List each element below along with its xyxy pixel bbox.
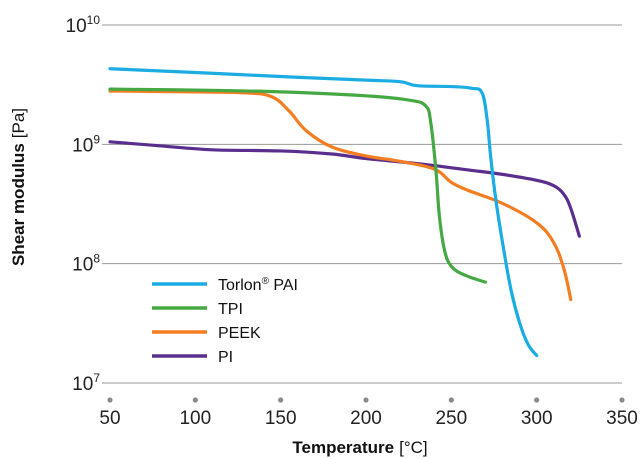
- x-tick-mark: [107, 397, 113, 403]
- y-tick-exponent: 10: [87, 13, 101, 27]
- y-tick-exponent: 8: [93, 252, 100, 266]
- legend-label-torlon: Torlon® PAI: [218, 276, 298, 294]
- y-tick-base: 10: [72, 374, 93, 395]
- y-tick-base: 10: [72, 135, 93, 156]
- y-axis-title-main: Shear modulus: [9, 143, 28, 266]
- x-axis-title: Temperature [°C]: [292, 438, 427, 457]
- x-tick-label: 100: [179, 408, 211, 429]
- x-tick-label: 200: [350, 408, 382, 429]
- legend-label-name: PI: [218, 349, 233, 366]
- x-tick-mark: [448, 397, 454, 403]
- y-tick-label: 1010: [66, 13, 101, 37]
- x-tick-label: 150: [265, 408, 297, 429]
- y-axis-title: Shear modulus [Pa]: [9, 108, 28, 266]
- legend-label-pi: PI: [218, 349, 233, 366]
- x-tick-mark: [619, 397, 625, 403]
- series-line-tpi: [108, 87, 488, 284]
- legend-label-name: TPI: [218, 301, 243, 318]
- legend-label-tpi: TPI: [218, 301, 243, 318]
- y-tick-label: 108: [72, 252, 100, 276]
- y-tick-base: 10: [72, 255, 93, 276]
- y-tick-label: 107: [72, 371, 100, 395]
- legend-label-name: PEEK: [218, 325, 261, 342]
- x-tick-label: 250: [435, 408, 467, 429]
- grid-layer: [102, 24, 622, 384]
- y-tick-exponent: 9: [93, 132, 100, 146]
- legend: Torlon® PAI TPI PEEK PI: [152, 276, 298, 366]
- series-line-pi: [108, 140, 581, 238]
- x-tick-label: 50: [99, 408, 120, 429]
- y-tick-exponent: 7: [93, 371, 100, 385]
- y-tick-base: 10: [66, 16, 87, 37]
- x-tick-mark: [534, 397, 540, 403]
- series-layer: [108, 67, 581, 358]
- y-tick-label: 109: [72, 132, 100, 156]
- x-axis-title-main: Temperature: [292, 438, 394, 457]
- x-tick-mark: [278, 397, 284, 403]
- legend-label-superscript: ®: [262, 276, 270, 287]
- x-tick-label: 300: [521, 408, 553, 429]
- series-line-torlon: [108, 67, 539, 358]
- legend-label-suffix: PAI: [269, 277, 298, 294]
- legend-label-name: Torlon: [218, 277, 262, 294]
- legend-label-peek: PEEK: [218, 325, 261, 342]
- series-line-peek: [108, 89, 573, 302]
- y-axis-title-unit: [Pa]: [9, 108, 28, 138]
- x-tick-label: 350: [606, 408, 638, 429]
- x-axis-title-unit: [°C]: [399, 438, 428, 457]
- x-tick-mark: [192, 397, 198, 403]
- x-tick-mark: [363, 397, 369, 403]
